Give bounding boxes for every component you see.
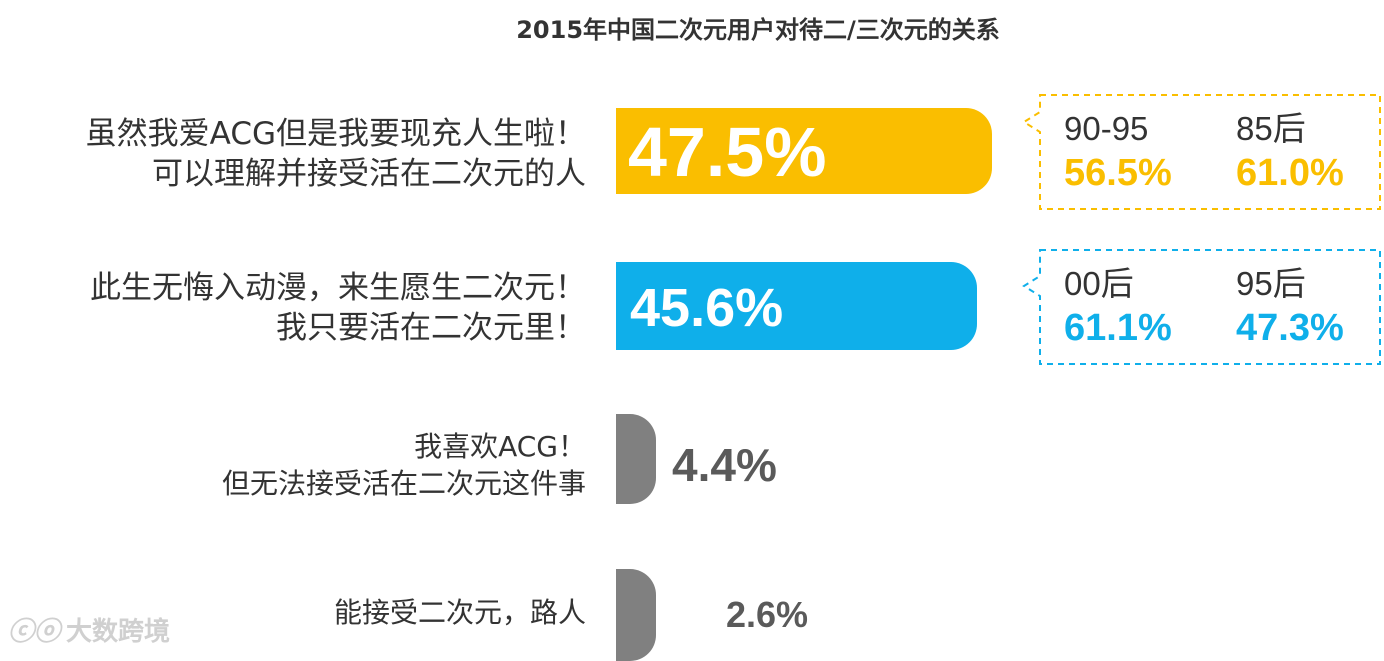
callout-1-group-0: 00后 [1064, 263, 1172, 305]
category-label-1-line-1: 此生无悔入动漫，来生愿生二次元！ [90, 268, 586, 308]
value-label-1: 45.6% [630, 277, 783, 339]
category-label-0-line-2: 可以理解并接受活在二次元的人 [86, 154, 586, 194]
callout-0-value-1: 61.0% [1236, 150, 1344, 196]
callout-1-item-0: 00后 61.1% [1064, 263, 1172, 351]
category-label-1-line-2: 我只要活在二次元里！ [90, 308, 586, 348]
category-label-3-line-1: 能接受二次元，路人 [334, 594, 586, 631]
callout-1-value-0: 61.1% [1064, 305, 1172, 351]
callout-box-0: 90-95 56.5% 85后 61.0% [1022, 94, 1382, 210]
callout-0-value-0: 56.5% [1064, 150, 1172, 196]
category-label-2-line-1: 我喜欢ACG！ [222, 428, 586, 465]
callout-0-group-0: 90-95 [1064, 108, 1172, 150]
category-label-1: 此生无悔入动漫，来生愿生二次元！ 我只要活在二次元里！ [90, 268, 586, 348]
watermark-text: 大数跨境 [66, 617, 170, 647]
chart-title: 2015年中国二次元用户对待二/三次元的关系 [0, 10, 1384, 45]
category-label-2: 我喜欢ACG！ 但无法接受活在二次元这件事 [222, 428, 586, 502]
category-label-0-line-1: 虽然我爱ACG但是我要现充人生啦！ [86, 114, 586, 154]
value-label-2: 4.4% [672, 438, 777, 492]
bar-2 [616, 414, 656, 504]
callout-1-group-1: 95后 [1236, 263, 1344, 305]
value-label-3: 2.6% [726, 594, 808, 636]
callout-1-item-1: 95后 47.3% [1236, 263, 1344, 351]
callout-0-item-0: 90-95 56.5% [1064, 108, 1172, 196]
watermark-logo-icon: ⓒⓞ [8, 611, 60, 648]
category-label-0: 虽然我爱ACG但是我要现充人生啦！ 可以理解并接受活在二次元的人 [86, 114, 586, 194]
callout-1-value-1: 47.3% [1236, 305, 1344, 351]
category-label-2-line-2: 但无法接受活在二次元这件事 [222, 465, 586, 502]
category-label-3: 能接受二次元，路人 [334, 594, 586, 631]
callout-0-item-1: 85后 61.0% [1236, 108, 1344, 196]
callout-box-1: 00后 61.1% 95后 47.3% [1022, 249, 1382, 365]
value-label-0: 47.5% [628, 112, 826, 192]
bar-3 [616, 569, 656, 661]
callout-0-group-1: 85后 [1236, 108, 1344, 150]
watermark: ⓒⓞ 大数跨境 [8, 611, 170, 648]
